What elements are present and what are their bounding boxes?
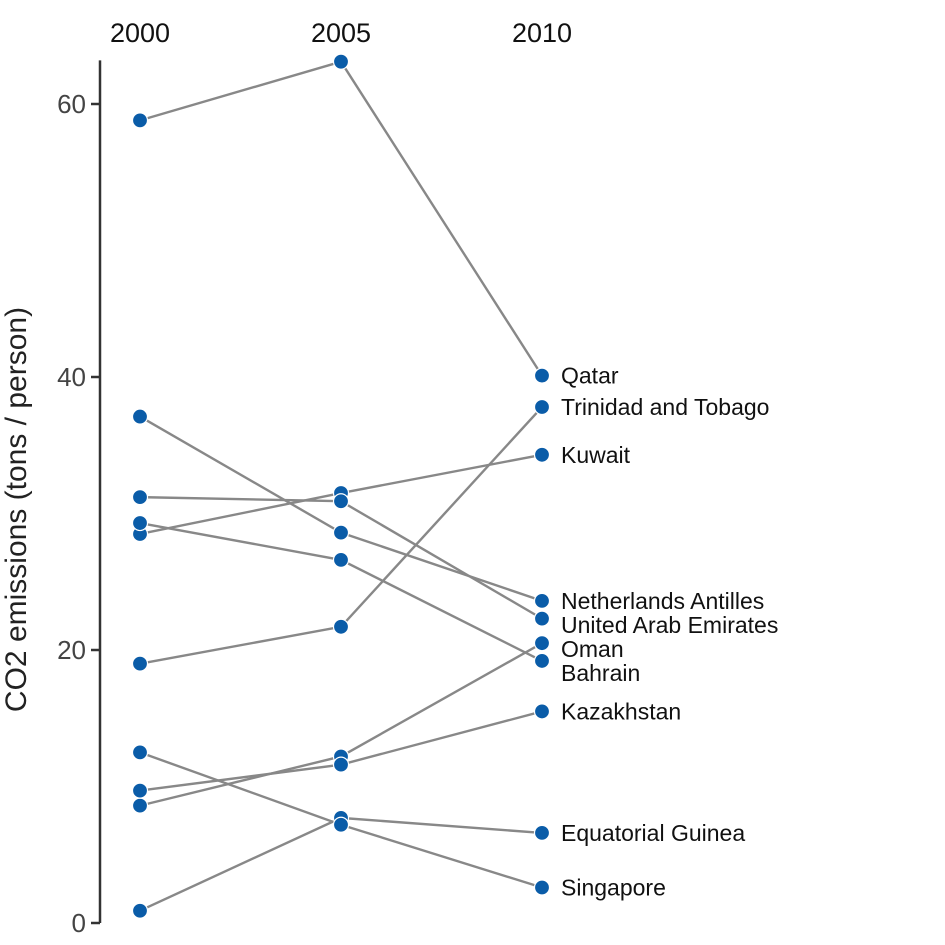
data-point bbox=[131, 782, 149, 799]
data-point bbox=[533, 592, 551, 609]
data-point bbox=[131, 655, 149, 672]
y-tick-label: 40 bbox=[57, 362, 86, 392]
y-tick-label: 60 bbox=[57, 89, 86, 119]
data-point bbox=[533, 398, 551, 416]
data-point bbox=[131, 744, 149, 761]
country-label: Kuwait bbox=[561, 442, 631, 468]
data-point bbox=[533, 652, 551, 670]
series-line bbox=[139, 642, 543, 807]
data-point bbox=[131, 902, 149, 919]
country-label: Netherlands Antilles bbox=[561, 588, 764, 614]
data-point bbox=[533, 446, 551, 463]
country-label: Kazakhstan bbox=[561, 698, 681, 724]
y-ticks: 0 20 40 60 bbox=[57, 89, 100, 938]
series-line bbox=[139, 60, 544, 377]
data-point bbox=[131, 797, 149, 814]
data-point bbox=[131, 514, 149, 532]
x-tick-label: 2010 bbox=[512, 18, 572, 48]
y-tick-label: 20 bbox=[57, 635, 86, 665]
country-label: Oman bbox=[561, 636, 624, 662]
data-point bbox=[131, 408, 149, 425]
data-point bbox=[533, 635, 551, 652]
data-point bbox=[533, 824, 551, 842]
data-point bbox=[533, 703, 551, 720]
country-label: Trinidad and Tobago bbox=[561, 394, 769, 420]
data-point bbox=[533, 610, 551, 627]
series-line bbox=[139, 521, 543, 662]
x-tick-label: 2000 bbox=[110, 18, 170, 48]
country-labels: Qatar Trinidad and Tobago Kuwait Netherland… bbox=[561, 363, 778, 901]
x-tick-label: 2005 bbox=[311, 18, 371, 48]
data-point bbox=[332, 53, 350, 70]
data-point bbox=[332, 493, 350, 510]
country-label: Singapore bbox=[561, 875, 666, 901]
country-label: Equatorial Guinea bbox=[561, 820, 745, 846]
y-tick-label: 0 bbox=[72, 908, 86, 938]
country-label: Qatar bbox=[561, 363, 619, 389]
x-tick-labels: 2000 2005 2010 bbox=[110, 18, 572, 48]
data-point bbox=[131, 112, 149, 129]
data-point bbox=[533, 367, 551, 384]
country-label: Bahrain bbox=[561, 660, 640, 686]
country-label: United Arab Emirates bbox=[561, 612, 778, 638]
data-point bbox=[332, 524, 350, 541]
data-point bbox=[332, 756, 350, 773]
data-point bbox=[332, 816, 350, 833]
data-point bbox=[332, 551, 350, 569]
data-point bbox=[533, 879, 551, 896]
data-points bbox=[131, 53, 551, 919]
y-axis-title: CO2 emissions (tons / person) bbox=[0, 307, 33, 712]
data-point bbox=[131, 489, 149, 506]
data-point bbox=[332, 618, 350, 635]
y-axis: 0 20 40 60 bbox=[57, 60, 102, 938]
